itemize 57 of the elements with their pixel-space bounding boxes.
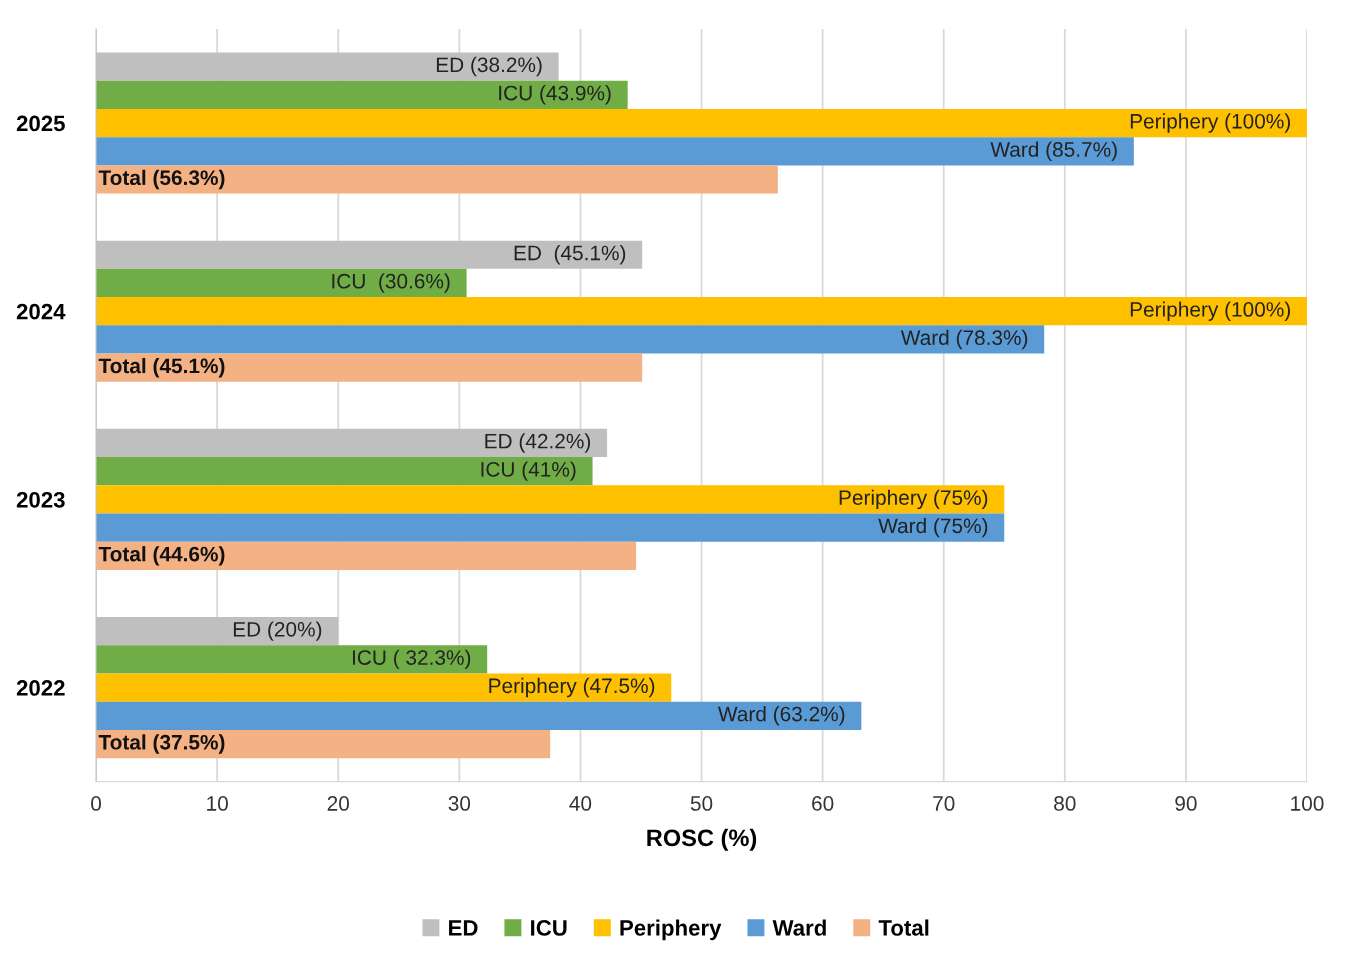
data-label: ED (38.2%) [436, 56, 542, 77]
data-label: Periphery (100%) [1130, 301, 1290, 321]
data-label: Total (37.5%) [98, 734, 225, 754]
y-tick-label: 2022 [16, 680, 65, 696]
bar [96, 325, 1045, 354]
x-tick-label: 100 [1291, 796, 1324, 811]
data-label: Ward (78.3%) [900, 329, 1028, 350]
data-label: Periphery (47.5%) [489, 677, 655, 698]
bar [96, 297, 1307, 326]
x-tick-label: 20 [327, 796, 350, 811]
bar [96, 541, 637, 570]
data-label: ICU (43.9%) [499, 85, 611, 105]
x-tick-label: 10 [207, 796, 228, 811]
bar [96, 673, 672, 702]
y-tick-label: 2025 [16, 115, 65, 132]
legend-label: ICU [531, 920, 567, 936]
x-tick-label: 80 [1054, 796, 1076, 811]
x-tick-label: 90 [1175, 796, 1197, 811]
bar [96, 80, 628, 109]
data-label: Ward (63.2%) [718, 706, 845, 726]
bar [96, 729, 551, 759]
legend-label: Total [878, 919, 929, 936]
data-label: Periphery (100%) [1130, 113, 1290, 133]
bar [96, 268, 467, 298]
y-tick-label: 2023 [16, 491, 65, 508]
x-tick-label: 30 [448, 796, 471, 811]
y-tick-label: 2024 [16, 303, 66, 320]
data-label: ICU (41%) [481, 461, 576, 481]
x-tick-label: 70 [933, 796, 955, 811]
x-tick-label: 60 [812, 796, 834, 811]
bar [96, 137, 1134, 166]
data-label: Ward (85.7%) [990, 141, 1117, 161]
data-label: Ward (75%) [878, 517, 988, 538]
bar [96, 108, 1307, 138]
data-label: Periphery (75%) [839, 489, 988, 510]
x-tick-label: 0 [91, 796, 102, 811]
x-tick-label: 50 [690, 796, 713, 811]
data-label: ICU (30.6%) [332, 273, 450, 293]
legend-label: Periphery [620, 919, 722, 941]
bar [96, 165, 778, 194]
bar [96, 353, 643, 382]
data-label: Total (44.6%) [98, 546, 225, 566]
bar [96, 701, 862, 730]
legend-label: ED [449, 920, 478, 936]
x-axis-title: ROSC (%) [647, 828, 757, 851]
data-label: Total (56.3%) [98, 169, 225, 190]
data-label: Total (45.1%) [98, 357, 225, 378]
data-label: ICU ( 32.3%) [352, 649, 471, 670]
legend-label: Ward [772, 919, 826, 936]
data-label: ED (45.1%) [514, 245, 626, 265]
data-label: ED (20%) [233, 621, 322, 641]
bar [96, 485, 1005, 514]
bar [96, 513, 1005, 542]
bar [96, 457, 593, 486]
data-label: ED (42.2%) [485, 433, 591, 453]
x-tick-label: 40 [569, 796, 592, 811]
bar [96, 645, 488, 674]
